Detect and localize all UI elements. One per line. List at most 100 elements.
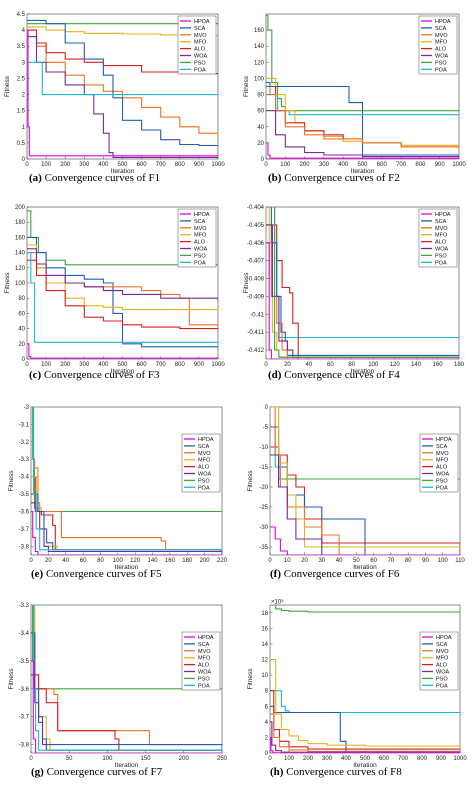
caption-letter: (b) <box>268 172 282 184</box>
legend-label-sca: SCA <box>436 642 448 648</box>
legend-label-hpoa: HPOA <box>435 212 451 218</box>
series-line-poa <box>31 407 222 551</box>
legend-label-poa: POA <box>435 67 447 73</box>
series-line-mvo <box>266 94 459 151</box>
x-tick-label: 500 <box>360 756 371 762</box>
caption-text: Convergence curves of F6 <box>281 568 400 580</box>
series-line-pso <box>266 207 459 358</box>
y-tick-label: -0.41 <box>250 312 264 318</box>
y-tick-label: -10 <box>259 445 268 451</box>
caption-letter: (g) <box>31 766 44 778</box>
legend-label-woa: WOA <box>198 670 211 676</box>
legend-label-sca: SCA <box>436 444 448 450</box>
legend-label-hpoa: HPOA <box>435 19 451 25</box>
x-tick-label: 0 <box>25 362 29 368</box>
legend-label-mvo: MVO <box>194 226 207 232</box>
y-tick-label: 1.5 <box>17 109 26 115</box>
series-line-woa <box>270 454 460 555</box>
legend-label-woa: WOA <box>435 247 448 253</box>
x-tick-label: 30 <box>318 558 325 564</box>
series-line-mfo <box>27 244 218 312</box>
legend-label-alo: ALO <box>435 47 447 53</box>
legend-label-pso: PSO <box>194 253 206 259</box>
y-axis-multiplier: ×10⁵ <box>271 599 284 606</box>
legend-box <box>419 631 459 691</box>
legend-label-mfo: MFO <box>435 233 448 239</box>
x-tick-label: 900 <box>194 362 205 368</box>
caption-text: Convergence curves of F3 <box>41 369 160 381</box>
y-axis-label: Fitness <box>4 75 11 97</box>
x-tick-label: 100 <box>41 362 52 368</box>
x-tick-label: 120 <box>130 558 141 564</box>
legend-label-hpoa: HPOA <box>194 212 210 218</box>
x-tick-label: 100 <box>284 756 295 762</box>
series-line-mfo <box>31 476 222 551</box>
series-line-alo <box>27 259 218 331</box>
y-tick-label: -3.5 <box>19 492 30 498</box>
y-tick-label: 6 <box>265 704 269 710</box>
y-tick-label: -25 <box>259 505 268 511</box>
y-tick-label: -0.404 <box>247 205 265 211</box>
legend-label-pso: PSO <box>198 676 210 682</box>
x-tick-label: 200 <box>60 362 71 368</box>
x-tick-label: 0 <box>29 558 33 564</box>
y-tick-label: -3.5 <box>19 659 30 665</box>
y-tick-label: 16 <box>261 626 268 632</box>
y-tick-label: -3.8 <box>19 743 30 749</box>
x-tick-label: 300 <box>79 362 90 368</box>
y-tick-label: 1 <box>22 125 26 131</box>
x-tick-label: 10 <box>284 558 291 564</box>
x-tick-label: 50 <box>66 756 73 762</box>
y-tick-label: 0.5 <box>17 141 26 147</box>
legend-label-woa: WOA <box>435 54 448 60</box>
y-tick-label: 160 <box>15 235 26 241</box>
y-tick-label: -0.408 <box>247 277 265 283</box>
x-tick-label: 900 <box>435 162 446 168</box>
y-tick-label: 3.5 <box>17 44 26 50</box>
y-tick-label: 200 <box>15 205 26 211</box>
legend-label-mvo: MVO <box>435 226 448 232</box>
x-tick-label: 500 <box>117 362 128 368</box>
x-axis-label: Iteration <box>353 762 377 769</box>
panel-caption: (e) Convergence curves of F5 <box>31 568 162 580</box>
legend-label-sca: SCA <box>198 444 210 450</box>
series-line-hpoa <box>31 660 222 753</box>
chart-panel-2: 0 100 200 300 400 500 600 700 800 900 1000 0 20 40 60 8… <box>243 13 466 184</box>
x-tick-label: 60 <box>80 558 87 564</box>
y-tick-label: 3 <box>22 60 26 66</box>
x-tick-label: 120 <box>390 362 401 368</box>
legend-label-mfo: MFO <box>194 40 207 46</box>
x-tick-label: 70 <box>388 558 395 564</box>
x-tick-label: 80 <box>348 362 355 368</box>
y-tick-label: 10 <box>261 673 268 679</box>
y-tick-label: 0 <box>22 157 26 163</box>
caption-text: Convergence curves of F5 <box>43 568 162 580</box>
legend-box <box>419 433 459 493</box>
y-tick-label: -3.3 <box>19 457 30 463</box>
y-tick-label: -3.2 <box>19 440 30 446</box>
y-tick-label: 40 <box>18 327 25 333</box>
series-line-hpoa <box>266 142 459 159</box>
series-line-sca <box>27 236 218 348</box>
y-tick-label: 40 <box>257 125 264 131</box>
legend-box <box>181 433 221 493</box>
panel-caption: (h) Convergence curves of F8 <box>270 766 402 778</box>
legend-label-sca: SCA <box>198 642 210 648</box>
legend-label-poa: POA <box>198 485 210 491</box>
x-tick-label: 800 <box>417 756 428 762</box>
legend-label-mvo: MVO <box>198 451 211 457</box>
chart-panel-1: 0 100 200 300 400 500 600 700 800 900 1000 0 0.5 1 1.5… <box>4 12 225 184</box>
x-tick-label: 40 <box>306 362 313 368</box>
y-tick-label: 180 <box>15 220 26 226</box>
y-tick-label: -0.409 <box>247 294 265 300</box>
x-tick-label: 300 <box>322 756 333 762</box>
x-axis-label: Iteration <box>353 564 377 571</box>
legend-box <box>177 15 217 75</box>
x-axis-label: Iteration <box>115 564 139 571</box>
x-tick-label: 20 <box>284 362 291 368</box>
chart-panel-8: 0 100 200 300 400 500 600 700 800 900 1000 0 2 4 6 8 10 1… <box>247 599 467 779</box>
